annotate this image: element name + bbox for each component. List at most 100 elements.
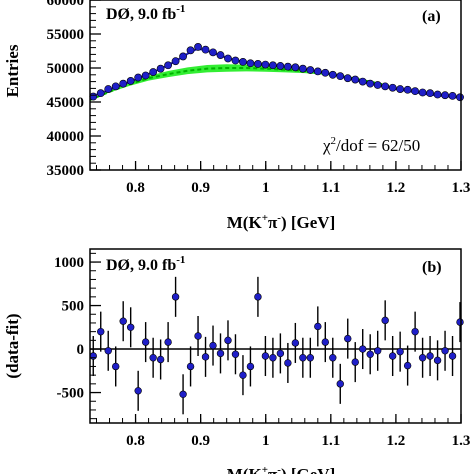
residual-point — [366, 350, 374, 358]
y-tick-label: 40000 — [47, 129, 85, 145]
x-axis-title-a: M(K+π-) [GeV] — [227, 212, 336, 232]
y-tick-label: 60000 — [47, 0, 85, 9]
residual-point — [291, 339, 300, 347]
residual-point — [299, 354, 307, 362]
y-tick-label: -500 — [57, 386, 85, 402]
data-point — [298, 64, 307, 73]
data-point — [156, 64, 165, 73]
residual-point — [89, 352, 97, 360]
data-point — [343, 74, 352, 83]
data-point — [366, 79, 375, 88]
data-point — [328, 70, 337, 79]
residual-point — [276, 349, 285, 358]
data-point — [373, 81, 382, 89]
experiment-annotation-b: DØ, 9.0 fb-1 — [106, 254, 185, 274]
residual-point — [381, 316, 389, 325]
residual-point — [171, 293, 180, 301]
data-point — [283, 62, 292, 71]
residual-point — [119, 317, 127, 325]
data-point — [111, 82, 120, 91]
data-point — [126, 77, 135, 85]
background-band — [90, 64, 461, 100]
panel-b-frame — [89, 248, 462, 424]
data-point — [456, 93, 464, 102]
panel-label-b: (b) — [422, 259, 442, 276]
data-point — [388, 83, 397, 92]
data-point — [209, 48, 217, 57]
y-tick-label: 35000 — [47, 163, 85, 179]
residual-point — [351, 358, 359, 366]
experiment-annotation-a: DØ, 9.0 fb-1 — [106, 3, 185, 23]
x-tick-label: 1 — [262, 433, 270, 449]
residual-point — [209, 341, 217, 350]
y-axis-title-b: (data-fit) — [3, 313, 22, 378]
residual-point — [97, 327, 105, 336]
residual-point — [418, 354, 427, 362]
residual-point — [141, 338, 150, 346]
residual-point — [433, 356, 442, 365]
data-point — [313, 67, 322, 76]
data-point — [381, 82, 390, 91]
residual-point — [403, 361, 412, 370]
residual-point — [254, 293, 262, 301]
data-point — [194, 43, 202, 51]
residual-point — [314, 322, 322, 331]
data-point — [411, 87, 420, 96]
x-axis-title-b: M(K+π-) [GeV] — [227, 464, 336, 474]
y-tick-label: 0 — [77, 342, 85, 358]
residual-point — [239, 371, 247, 379]
residual-point — [156, 355, 165, 364]
data-point — [216, 51, 225, 59]
residual-point — [448, 352, 457, 360]
residual-point — [126, 323, 135, 331]
data-point — [96, 89, 105, 98]
y-tick-label: 55000 — [47, 27, 85, 43]
residual-point — [359, 345, 367, 353]
residual-point — [261, 352, 270, 360]
residual-point — [246, 362, 255, 371]
data-point — [441, 91, 449, 100]
x-tick-label: 1.3 — [452, 433, 471, 449]
y-tick-label: 500 — [62, 299, 85, 315]
residual-point — [306, 354, 315, 362]
residual-point — [186, 362, 195, 371]
data-point — [268, 61, 277, 70]
data-point — [418, 88, 427, 97]
panel-b: 0.8 0.9 1 1.1 1.2 1.3 -500 0 500 1000 DØ, 9.0 fb… — [3, 248, 471, 474]
data-point — [149, 68, 158, 76]
chi2-annotation: χ2/dof = 62/50 — [322, 135, 420, 155]
data-point — [254, 60, 262, 68]
residual-point — [321, 338, 329, 346]
residual-points — [89, 276, 464, 415]
residual-point — [269, 354, 277, 362]
panel-a-frame — [89, 0, 462, 171]
data-point — [396, 85, 405, 93]
data-point — [239, 57, 247, 66]
x-tick-label: 1 — [262, 180, 270, 196]
background-curve — [89, 67, 462, 101]
residual-point — [284, 359, 292, 367]
x-tick-label: 1.3 — [452, 180, 471, 196]
data-point — [171, 57, 180, 66]
data-point — [119, 79, 128, 88]
panel-label-a: (a) — [422, 8, 441, 25]
residual-point — [456, 318, 464, 326]
residual-point — [411, 327, 419, 336]
x-tick-label: 0.9 — [191, 433, 210, 449]
residual-point — [426, 352, 434, 360]
residual-point — [179, 390, 187, 398]
y-tick-label: 45000 — [47, 95, 85, 111]
x-tick-label: 1.2 — [387, 180, 406, 196]
data-point — [231, 56, 240, 65]
background-line — [89, 67, 462, 101]
residual-point — [344, 334, 352, 343]
residual-point — [441, 347, 449, 355]
x-tick-label: 0.8 — [126, 180, 145, 196]
residual-point — [112, 362, 120, 371]
residual-point — [104, 347, 112, 355]
data-point — [164, 61, 173, 70]
residual-point — [396, 347, 404, 356]
y-tick-label: 50000 — [47, 61, 85, 77]
background-uncertainty-band — [90, 64, 461, 100]
data-point — [426, 89, 434, 98]
